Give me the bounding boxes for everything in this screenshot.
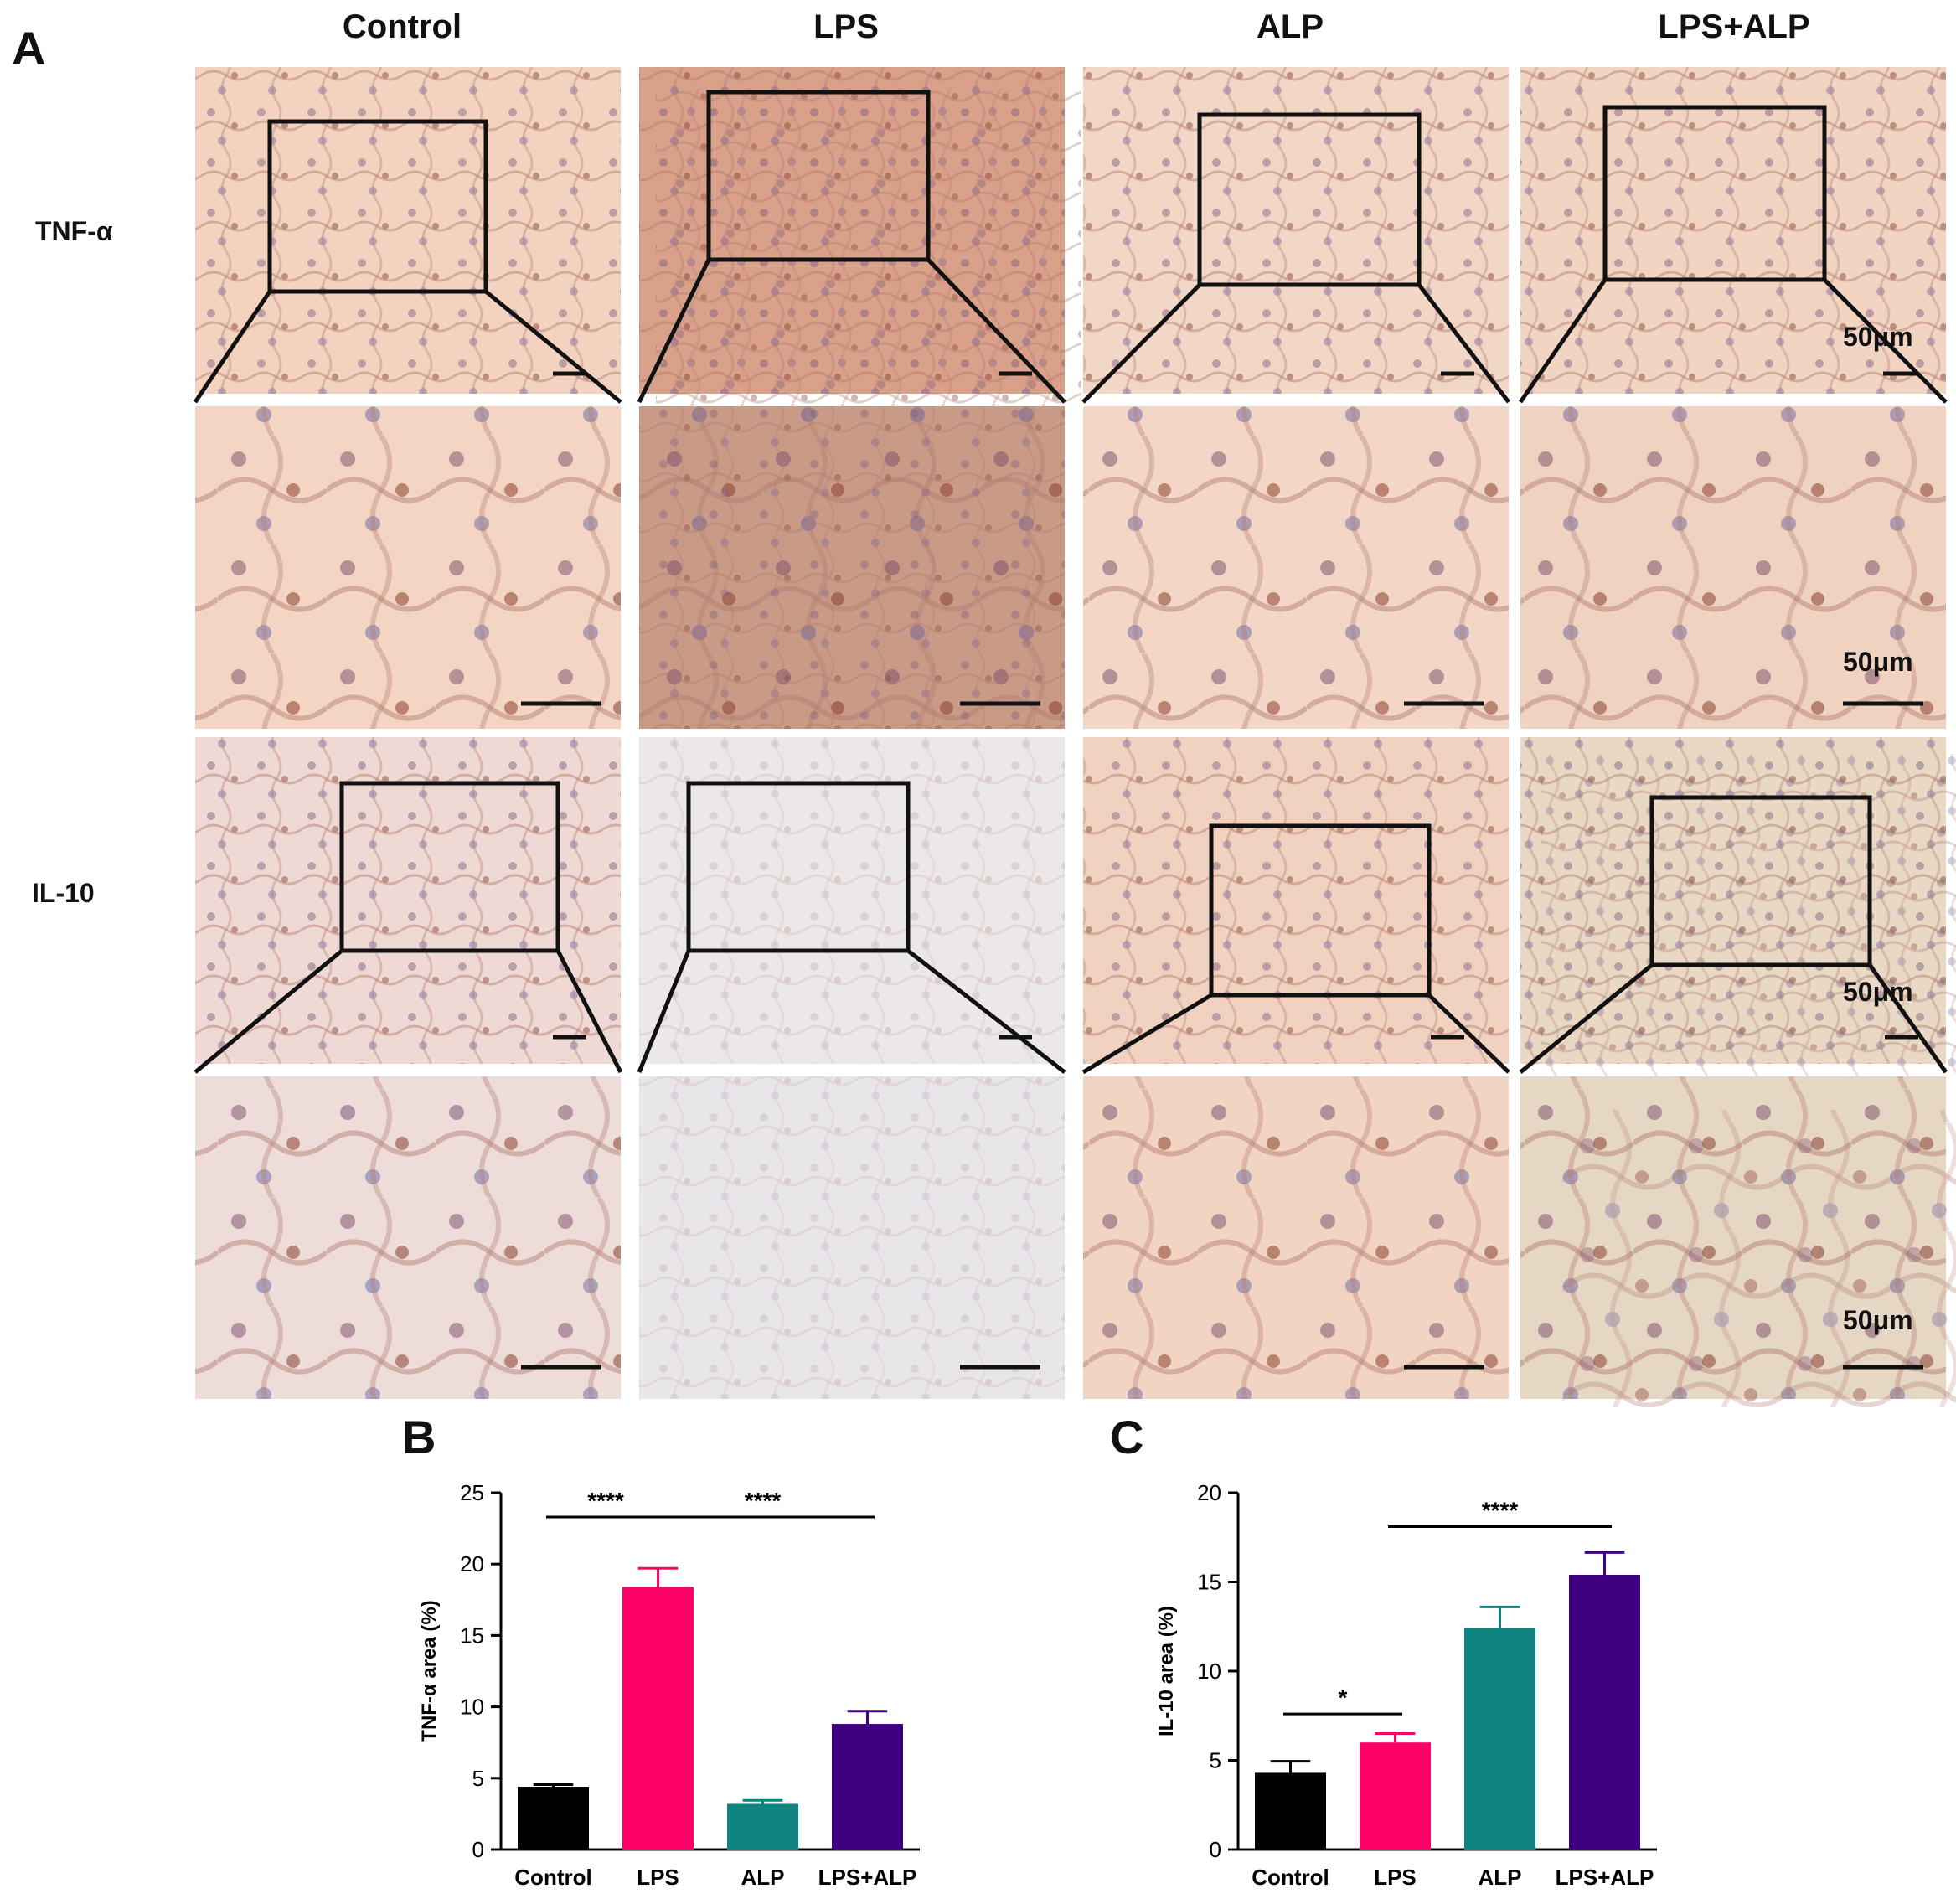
x-tick-label: LPS+ALP	[818, 1865, 917, 1890]
y-tick-label: 25	[460, 1480, 484, 1505]
y-tick-label: 20	[460, 1551, 484, 1576]
y-axis-label: IL-10 area (%)	[1155, 1606, 1178, 1736]
scale-bars	[521, 371, 1923, 1370]
chart-il10-area: 0 5 10 15 20 IL-10 area (%) Control LPS ALP LPS+A…	[1155, 1480, 1657, 1890]
x-tick-label: LPS+ALP	[1556, 1865, 1654, 1890]
x-tick-label: ALP	[741, 1865, 785, 1890]
row-label-il10: IL-10	[32, 878, 95, 908]
panel-c-letter: C	[1110, 1411, 1144, 1463]
roi-il10	[194, 781, 1948, 1075]
column-header-lps: LPS	[813, 8, 879, 45]
y-tick-label: 15	[460, 1623, 484, 1648]
x-tick-label: LPS	[1374, 1865, 1417, 1890]
y-tick-label: 20	[1197, 1480, 1221, 1505]
y-tick-label: 15	[1197, 1570, 1221, 1595]
significance-label: *	[1339, 1685, 1348, 1711]
y-axis-label: TNF-α area (%)	[418, 1600, 441, 1741]
scale-bar-label-tnf: 50μm	[1843, 322, 1913, 352]
panel-b-letter: B	[402, 1411, 436, 1463]
bar-lps	[622, 1587, 694, 1850]
x-tick-label: LPS	[637, 1865, 679, 1890]
row-label-tnf: TNF-α	[35, 216, 113, 246]
y-tick-label: 5	[472, 1766, 484, 1791]
y-tick-label: 0	[1210, 1837, 1221, 1862]
column-header-lps-alp: LPS+ALP	[1658, 8, 1810, 45]
column-header-alp: ALP	[1257, 8, 1324, 45]
bar-lps-alp	[832, 1724, 903, 1850]
x-tick-label: ALP	[1479, 1865, 1522, 1890]
scale-bar-label-tnf-zoom: 50μm	[1843, 647, 1913, 677]
significance-label: ****	[1482, 1497, 1519, 1523]
roi-tnf	[193, 90, 1948, 404]
significance-label: ****	[587, 1488, 624, 1514]
x-tick-label: Control	[1252, 1865, 1329, 1890]
bar-lps	[1360, 1742, 1431, 1850]
y-tick-label: 10	[460, 1695, 484, 1720]
significance-label: ****	[745, 1488, 782, 1514]
bar-lps-alp	[1569, 1574, 1640, 1850]
scale-bar-label-il10-zoom: 50μm	[1843, 1305, 1913, 1335]
micrograph-grid	[193, 67, 1956, 1407]
scale-bar-label-il10: 50μm	[1843, 977, 1913, 1007]
column-header-control: Control	[342, 8, 462, 45]
bar-control	[518, 1787, 589, 1850]
y-tick-label: 5	[1210, 1748, 1221, 1773]
bar-control	[1255, 1772, 1326, 1850]
y-tick-label: 10	[1197, 1659, 1221, 1684]
chart-tnf-area: 0 5 10 15 20 25 TNF-α area (%) Control LPS ALP LPS…	[418, 1480, 920, 1890]
bar-alp	[1464, 1628, 1535, 1850]
x-tick-label: Control	[514, 1865, 591, 1890]
y-tick-label: 0	[472, 1837, 484, 1862]
bar-alp	[727, 1803, 798, 1850]
panel-a-letter: A	[12, 22, 46, 75]
